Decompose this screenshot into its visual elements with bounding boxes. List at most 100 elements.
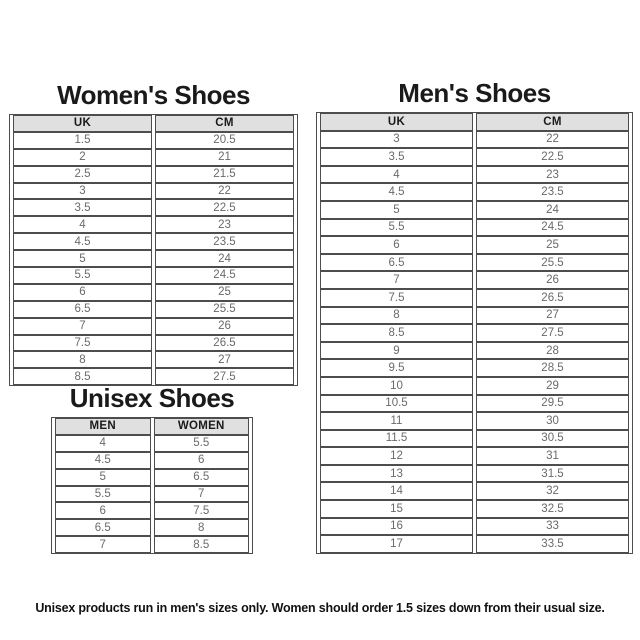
size-cell: 4.5 — [320, 183, 473, 201]
table-row: 5 24 — [320, 200, 629, 219]
table-row: 8.5 27.5 — [13, 368, 294, 386]
table-row: 8.5 27.5 — [320, 324, 629, 342]
size-cell: 23.5 — [476, 183, 629, 201]
table-row: 5.5 24.5 — [320, 218, 629, 237]
womens-shoes-title: Women's Shoes — [57, 80, 250, 110]
unisex-size-table: MEN WOMEN 4 5.5 4.5 6 5 6.5 5.5 7 6 7.5 6.5 8 7 8.5 — [51, 417, 253, 555]
size-cell: 24.5 — [476, 218, 629, 237]
table-row: 2 21 — [13, 148, 294, 166]
unisex-sizing-note: Unisex products run in men's sizes only.… — [35, 601, 605, 615]
column-header-men: MEN — [55, 418, 151, 435]
table-row: 2.5 21.5 — [13, 165, 294, 183]
table-row: 5.5 7 — [55, 485, 249, 503]
table-row: 17 33.5 — [320, 535, 629, 553]
size-cell: 21.5 — [155, 165, 294, 183]
size-cell: 22.5 — [155, 199, 294, 217]
size-cell: 3.5 — [320, 148, 473, 166]
table-row: 5 6.5 — [55, 468, 249, 486]
table-row: 5 24 — [13, 250, 294, 268]
size-cell: 2.5 — [13, 165, 152, 183]
column-header-cm: CM — [155, 115, 294, 132]
size-cell: 27.5 — [476, 324, 629, 342]
size-cell: 3 — [13, 182, 152, 200]
size-cell: 26.5 — [155, 334, 294, 352]
womens-size-table: UK CM 1.5 20.5 2 21 2.5 21.5 3 22 3.5 22.5 4 23 4.5 23.… — [9, 114, 298, 387]
size-cell: 23.5 — [155, 233, 294, 251]
table-row: 4.5 6 — [55, 451, 249, 469]
header-row: UK CM — [320, 113, 629, 131]
size-cell: 31 — [476, 447, 629, 465]
size-cell: 21 — [155, 148, 294, 166]
size-cell: 4 — [13, 216, 152, 234]
size-cell: 33 — [476, 517, 629, 536]
table-row: 7 26 — [13, 317, 294, 335]
size-cell: 22 — [476, 130, 629, 149]
size-cell: 7.5 — [153, 502, 249, 520]
size-cell: 30 — [476, 412, 629, 430]
table-row: 4.5 23.5 — [320, 183, 629, 201]
size-cell: 10 — [320, 376, 473, 395]
size-cell: 4 — [55, 434, 151, 452]
size-cell: 9.5 — [320, 359, 473, 377]
table-row: 7 26 — [320, 271, 629, 289]
size-cell: 2 — [13, 148, 152, 166]
table-row: 9 28 — [320, 341, 629, 360]
size-cell: 5 — [55, 468, 151, 486]
size-cell: 7 — [13, 317, 152, 335]
size-cell: 26.5 — [476, 288, 629, 307]
size-cell: 17 — [320, 535, 473, 553]
size-cell: 5.5 — [55, 485, 151, 503]
size-cell: 6.5 — [55, 519, 151, 537]
table-row: 8 27 — [320, 306, 629, 325]
table-row: 10 29 — [320, 376, 629, 395]
table-row: 6 7.5 — [55, 502, 249, 520]
size-cell: 8 — [153, 519, 249, 537]
size-cell: 33.5 — [476, 535, 629, 553]
size-cell: 3.5 — [13, 199, 152, 217]
mens-size-table: UK CM 3 22 3.5 22.5 4 23 4.5 23.5 5 24 5.5 24.5 6 25 6.5… — [316, 112, 633, 554]
size-cell: 6 — [13, 283, 152, 301]
size-cell: 28 — [476, 341, 629, 360]
size-cell: 24 — [155, 250, 294, 268]
size-cell: 6.5 — [13, 300, 152, 318]
size-cell: 10.5 — [320, 394, 473, 413]
size-cell: 6 — [55, 502, 151, 520]
size-cell: 23 — [476, 165, 629, 184]
size-cell: 7 — [320, 271, 473, 289]
size-cell: 16 — [320, 517, 473, 536]
size-cell: 8.5 — [13, 368, 152, 386]
table-row: 6.5 25.5 — [320, 253, 629, 272]
table-row: 3 22 — [320, 130, 629, 149]
table-row: 6.5 25.5 — [13, 300, 294, 318]
size-cell: 6.5 — [153, 468, 249, 486]
size-cell: 25 — [476, 236, 629, 254]
table-row: 3 22 — [13, 182, 294, 200]
table-row: 7 8.5 — [55, 536, 249, 554]
table-row: 6 25 — [13, 283, 294, 301]
table-row: 16 33 — [320, 517, 629, 536]
size-cell: 5 — [320, 200, 473, 219]
size-cell: 9 — [320, 341, 473, 360]
size-cell: 27.5 — [155, 368, 294, 386]
table-row: 7.5 26.5 — [320, 288, 629, 307]
table-row: 3.5 22.5 — [320, 148, 629, 166]
unisex-shoes-title: Unisex Shoes — [69, 383, 235, 413]
size-cell: 8.5 — [153, 536, 249, 554]
size-cell: 5 — [13, 250, 152, 268]
header-row: MEN WOMEN — [55, 418, 249, 435]
size-cell: 4.5 — [55, 451, 151, 469]
size-cell: 8.5 — [320, 324, 473, 342]
size-cell: 22 — [155, 182, 294, 200]
table-row: 14 32 — [320, 482, 629, 501]
table-row: 6.5 8 — [55, 519, 249, 537]
size-cell: 28.5 — [476, 359, 629, 377]
size-cell: 7.5 — [320, 288, 473, 307]
column-header-uk: UK — [13, 115, 152, 132]
table-row: 3.5 22.5 — [13, 199, 294, 217]
table-row: 5.5 24.5 — [13, 267, 294, 284]
table-row: 4 23 — [13, 216, 294, 234]
table-row: 15 32.5 — [320, 500, 629, 518]
size-cell: 25 — [155, 283, 294, 301]
size-cell: 8 — [13, 351, 152, 369]
